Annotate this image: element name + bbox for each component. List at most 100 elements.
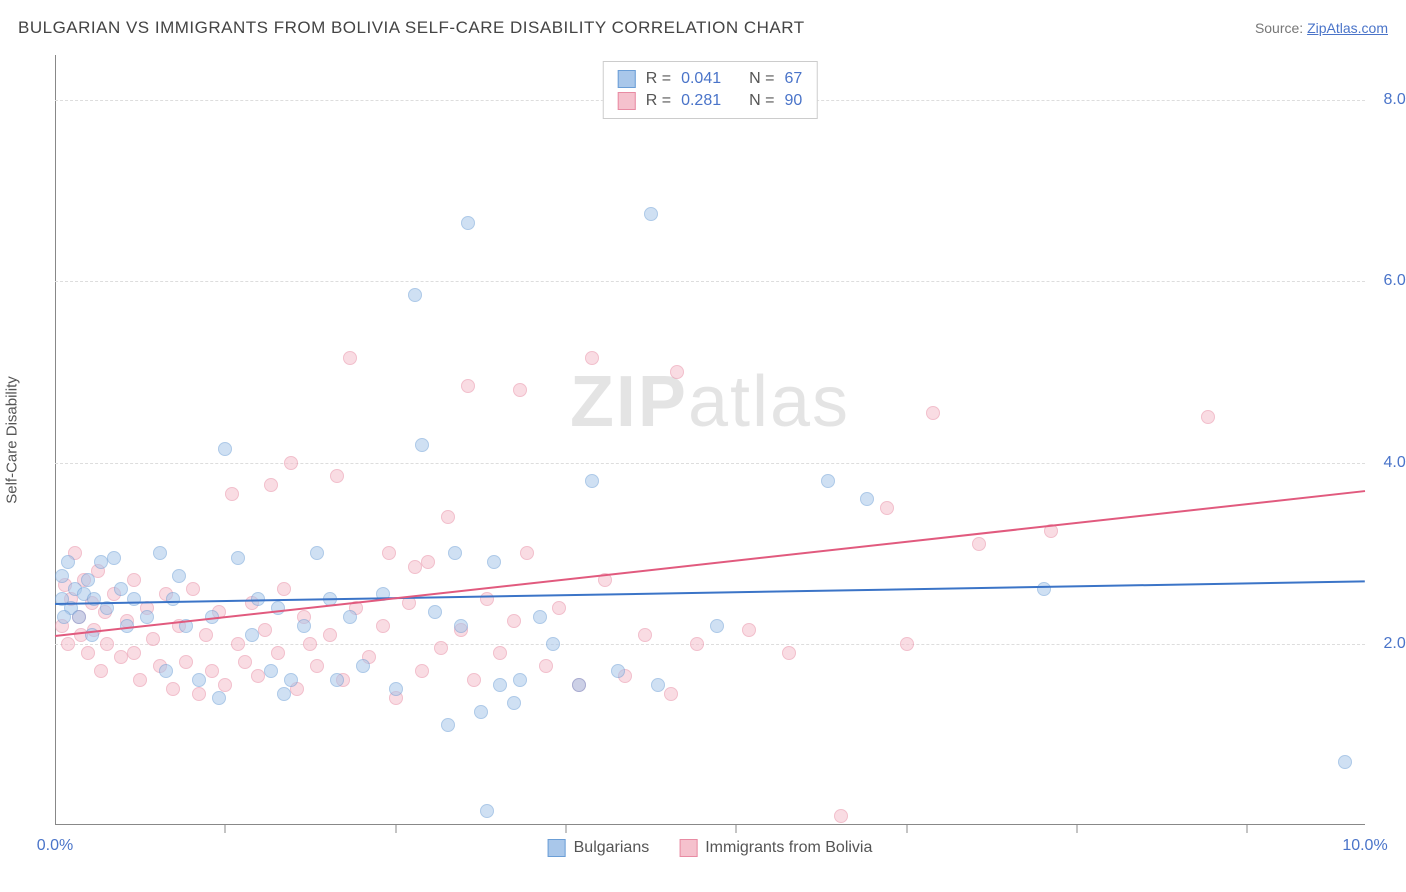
data-point [710,619,724,633]
data-point [159,664,173,678]
data-point [114,650,128,664]
data-point [284,673,298,687]
legend-swatch-b1 [679,839,697,857]
data-point [454,619,468,633]
data-point [480,592,494,606]
data-point [539,659,553,673]
data-point [225,487,239,501]
data-point [461,379,475,393]
data-point [133,673,147,687]
data-point [611,664,625,678]
data-point [428,605,442,619]
data-point [330,469,344,483]
x-tick [565,825,566,833]
data-point [284,456,298,470]
data-point [258,623,272,637]
data-point [585,474,599,488]
data-point [146,632,160,646]
x-tick [736,825,737,833]
data-point [61,555,75,569]
n-label: N = [749,70,774,88]
data-point [356,659,370,673]
chart-title: BULGARIAN VS IMMIGRANTS FROM BOLIVIA SEL… [18,18,805,38]
chart-source: Source: ZipAtlas.com [1255,20,1388,36]
data-point [651,678,665,692]
data-point [664,687,678,701]
data-point [389,682,403,696]
data-point [57,610,71,624]
legend-row-series-0: R = 0.041 N = 67 [618,68,803,90]
data-point [264,478,278,492]
data-point [107,551,121,565]
data-point [251,669,265,683]
data-point [552,601,566,615]
data-point [644,207,658,221]
data-point [94,664,108,678]
x-tick [1076,825,1077,833]
data-point [821,474,835,488]
data-point [264,664,278,678]
data-point [461,216,475,230]
data-point [690,637,704,651]
y-tick-label: 2.0% [1384,635,1406,653]
gridline [55,644,1365,645]
data-point [926,406,940,420]
x-tick [225,825,226,833]
data-point [310,659,324,673]
data-point [520,546,534,560]
x-tick-label: 10.0% [1342,837,1387,855]
data-point [330,673,344,687]
data-point [55,569,69,583]
n-label: N = [749,92,774,110]
data-point [421,555,435,569]
data-point [742,623,756,637]
data-point [303,637,317,651]
data-point [153,546,167,560]
data-point [493,646,507,660]
r-value-0: 0.041 [681,70,721,88]
data-point [218,442,232,456]
data-point [166,682,180,696]
data-point [72,610,86,624]
x-tick [906,825,907,833]
legend-label-0: Bulgarians [574,839,650,857]
gridline [55,463,1365,464]
x-tick [395,825,396,833]
data-point [81,646,95,660]
legend-series: Bulgarians Immigrants from Bolivia [548,839,873,857]
data-point [310,546,324,560]
data-point [100,637,114,651]
r-label: R = [646,92,671,110]
n-value-0: 67 [784,70,802,88]
data-point [415,664,429,678]
x-tick-label: 0.0% [37,837,73,855]
data-point [480,804,494,818]
data-point [81,573,95,587]
data-point [546,637,560,651]
data-point [572,678,586,692]
trend-line [55,490,1365,637]
data-point [186,582,200,596]
data-point [408,288,422,302]
data-point [127,646,141,660]
gridline [55,281,1365,282]
data-point [507,614,521,628]
data-point [513,673,527,687]
data-point [205,664,219,678]
data-point [245,628,259,642]
data-point [271,646,285,660]
data-point [880,501,894,515]
data-point [94,555,108,569]
data-point [670,365,684,379]
data-point [343,610,357,624]
data-point [212,691,226,705]
data-point [1201,410,1215,424]
data-point [507,696,521,710]
data-point [297,619,311,633]
source-link[interactable]: ZipAtlas.com [1307,20,1388,36]
data-point [408,560,422,574]
chart-header: BULGARIAN VS IMMIGRANTS FROM BOLIVIA SEL… [18,18,1388,38]
data-point [513,383,527,397]
legend-label-1: Immigrants from Bolivia [705,839,872,857]
trend-line [55,580,1365,605]
